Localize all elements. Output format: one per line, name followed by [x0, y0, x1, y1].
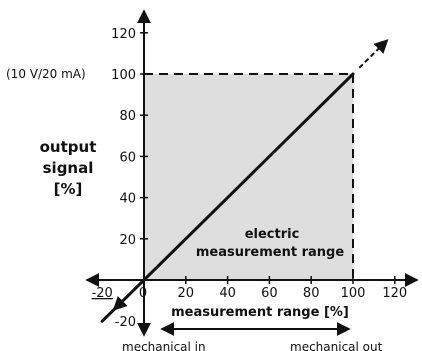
- x-tick-label: 60: [261, 286, 278, 301]
- x-tick-marks: [185, 276, 396, 284]
- y-tick-marks: [140, 32, 148, 240]
- y-tick-label: -20: [115, 315, 136, 330]
- x-tick-label: 80: [303, 286, 320, 301]
- direction-arrow-down: [112, 285, 139, 311]
- y-tick-labels: -20 20 40 60 80 100 120: [111, 27, 136, 330]
- y-tick-label: 120: [111, 27, 136, 42]
- region-label-line-1: electric: [245, 227, 300, 242]
- x-tick-label: 0: [139, 286, 147, 301]
- region-label-line-2: measurement range: [196, 245, 344, 260]
- y-axis-title-line-3: [%]: [54, 180, 83, 198]
- direction-arrow-up: [358, 39, 389, 69]
- y-axis-title-line-1: output: [40, 138, 97, 156]
- mechanical-in-label: mechanical in: [122, 340, 206, 351]
- x-axis-title: measurement range [%]: [171, 305, 349, 320]
- series-line: [100, 72, 355, 323]
- x-tick-labels: -20 0 20 40 60 80 100 120: [92, 286, 408, 301]
- x-tick-label: -20: [92, 286, 113, 301]
- y-axis-title-line-2: signal: [43, 159, 94, 177]
- x-tick-label: 40: [219, 286, 236, 301]
- y-tick-label: 100: [111, 68, 136, 83]
- output-level-label: (10 V/20 mA): [6, 67, 86, 81]
- x-tick-label: 20: [178, 286, 195, 301]
- mechanical-out-label: mechanical out: [290, 340, 383, 351]
- x-tick-label: 120: [382, 286, 407, 301]
- y-tick-label: 40: [119, 192, 136, 207]
- y-tick-label: 20: [119, 233, 136, 248]
- y-tick-label: 80: [119, 109, 136, 124]
- y-tick-label: 60: [119, 150, 136, 165]
- x-tick-label: 100: [341, 286, 366, 301]
